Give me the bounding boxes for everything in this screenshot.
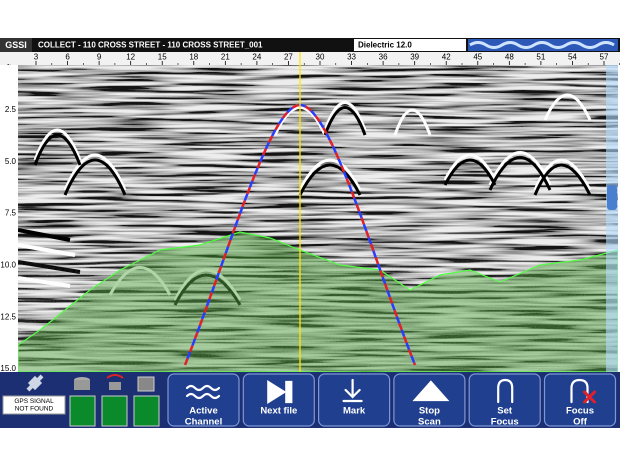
ruler-label: 48 [505, 53, 514, 62]
ruler-label: 24 [252, 53, 261, 62]
button-label: Active [189, 406, 218, 417]
gps-status: NOT FOUND [15, 406, 54, 413]
ruler-label: 21 [221, 53, 230, 62]
logo-box [0, 38, 32, 52]
toolbar-button[interactable]: Next file [242, 373, 315, 427]
depth-label: 15.0 [0, 364, 16, 373]
ruler-label: 27 [284, 53, 293, 62]
scan-preview-wave [469, 41, 615, 49]
toolbar-button[interactable]: Mark [318, 373, 391, 427]
button-icon [185, 384, 221, 400]
gps-status: GPS SIGNAL [14, 398, 54, 405]
button-label: Set [497, 406, 513, 417]
ruler-label: 12 [126, 53, 135, 62]
scroll-strip[interactable] [606, 65, 618, 372]
depth-label: 2.5 [5, 105, 17, 114]
file-title: COLLECT - 110 CROSS STREET - 110 CROSS S… [38, 41, 263, 50]
radargram [18, 65, 618, 372]
depth-label: 5.0 [5, 157, 17, 166]
button-face[interactable] [468, 373, 541, 427]
ruler-label: 51 [536, 53, 545, 62]
ruler-label: 45 [473, 53, 482, 62]
ruler-label: 33 [347, 53, 356, 62]
button-icon [570, 378, 589, 404]
depth-label: 10.0 [0, 261, 16, 270]
indicators [69, 374, 160, 427]
button-icon [412, 380, 450, 402]
button-icon [497, 378, 514, 404]
fine-noise [18, 260, 618, 372]
button-icon [342, 378, 363, 403]
button-label: Next file [260, 406, 297, 417]
button-label: Focus [491, 417, 519, 428]
depth-label: 7.5 [5, 209, 17, 218]
ruler-label: 15 [158, 53, 167, 62]
depth-axis-bg [0, 65, 18, 372]
ruler-ticks: 3 6 9 12 15 18 21 24 27 30 33 36 39 42 45 48 51 54 57 [34, 53, 620, 65]
dielectric: Dielectric 12.0 [358, 41, 412, 50]
ruler-label: 30 [316, 53, 325, 62]
ruler-label: 54 [568, 53, 577, 62]
ruler-label: 18 [189, 53, 198, 62]
button-face[interactable] [167, 373, 240, 427]
button-label: Mark [343, 406, 366, 417]
gps-icon [26, 374, 44, 392]
button-label: Focus [566, 406, 594, 417]
button-face[interactable] [543, 373, 617, 427]
ruler-label: 6 [65, 53, 70, 62]
depth-label: 12.5 [0, 312, 16, 321]
hyperbola-fit-red [183, 103, 417, 366]
button-face[interactable] [242, 373, 315, 427]
scroll-handle[interactable] [607, 185, 617, 210]
ruler-label: 36 [379, 53, 388, 62]
depth-axis: 2.5 5.0 7.5 10.0 12.5 15.0 [0, 105, 16, 373]
dielectric-box [354, 39, 466, 51]
ruler-label: 42 [442, 53, 451, 62]
gps-status-box [2, 395, 66, 415]
ruler-label: 3 [34, 53, 39, 62]
button-label: Off [573, 417, 588, 428]
ruler-label: 39 [410, 53, 419, 62]
button-label: Stop [419, 406, 440, 417]
logo: GSSI [5, 40, 27, 50]
ruler-label: 57 [600, 53, 609, 62]
ruler-label: 9 [97, 53, 102, 62]
button-label: Scan [418, 417, 441, 428]
ruler [0, 52, 620, 65]
button-icon [267, 380, 293, 404]
button-label: Channel [185, 417, 222, 428]
button-icon-x [583, 390, 596, 404]
